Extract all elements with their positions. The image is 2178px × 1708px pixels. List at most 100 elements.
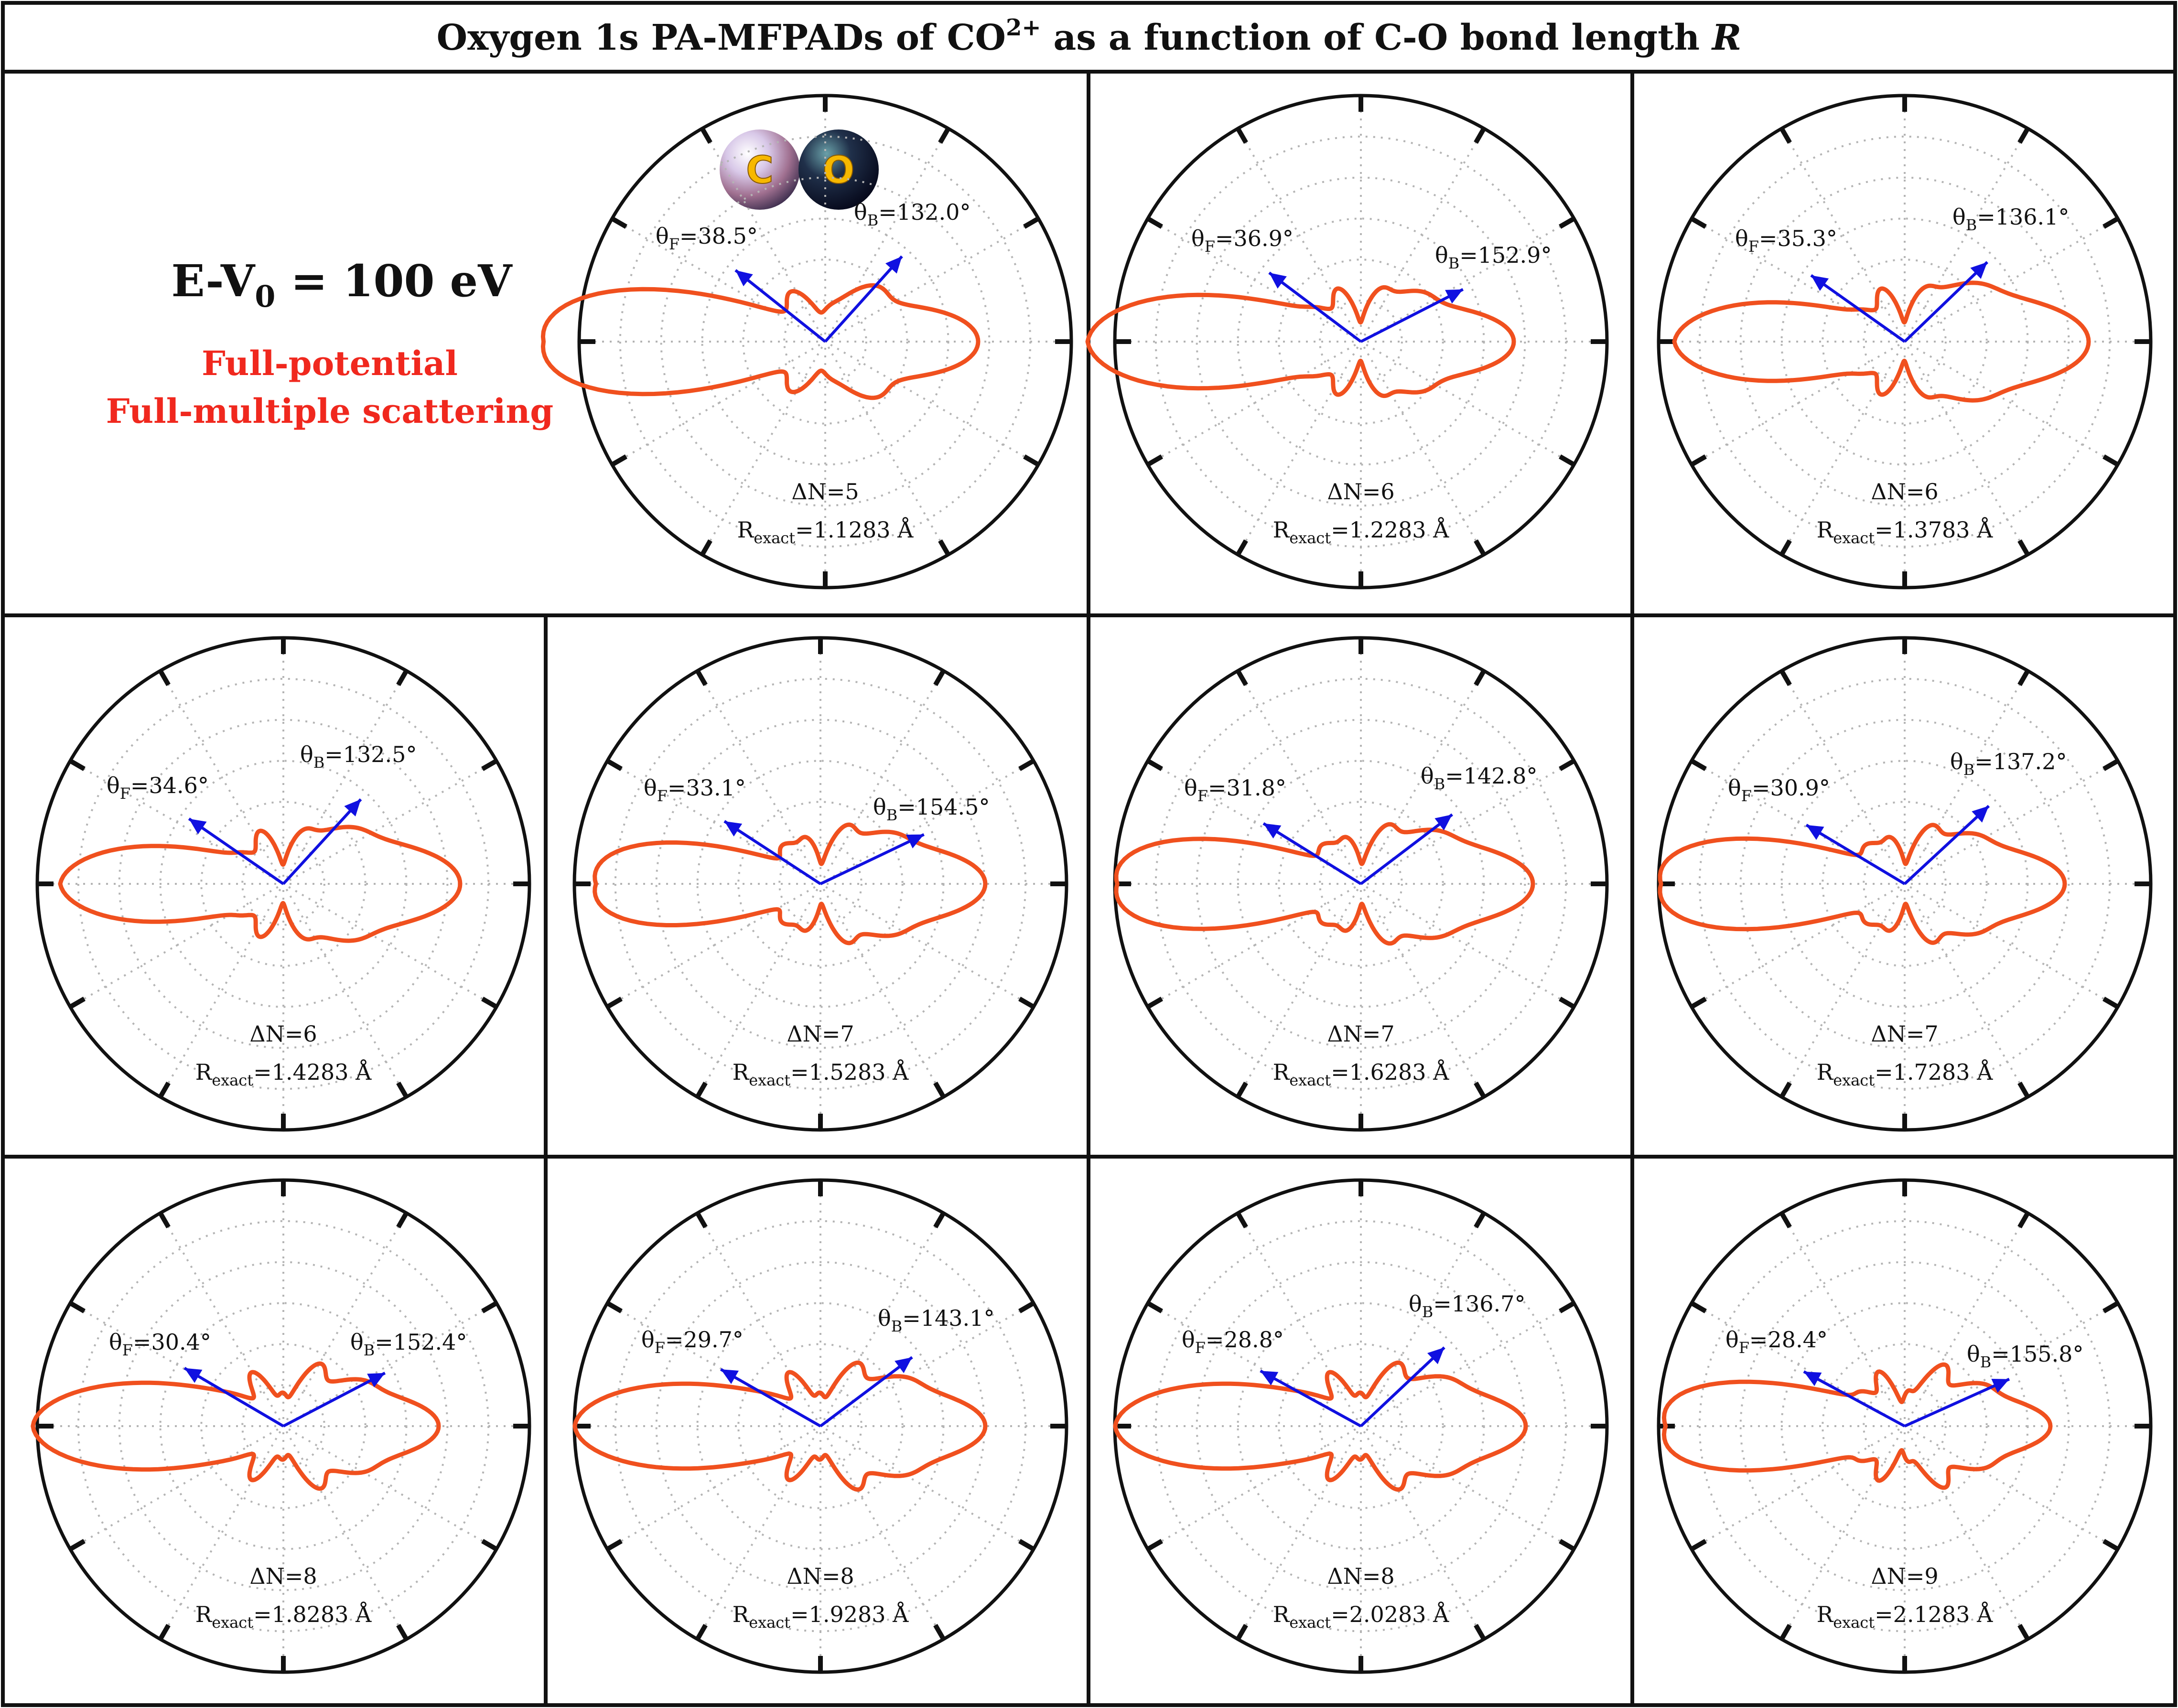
forward-arrowhead bbox=[189, 818, 207, 835]
grid-ring bbox=[701, 217, 949, 466]
forward-arrow bbox=[1803, 1370, 1906, 1428]
polar-tick bbox=[1146, 1539, 1163, 1551]
polar-tick bbox=[1690, 1539, 1707, 1551]
polar-tick bbox=[1474, 669, 1486, 686]
grid-ring bbox=[1319, 842, 1403, 926]
polar-tick bbox=[1474, 1082, 1486, 1098]
polar-plot-5: θF=33.1° θB=154.5° ΔN=7 Rexact=1.5283 Å bbox=[572, 636, 1068, 1132]
grid-ring bbox=[1739, 1261, 2070, 1591]
forward-arrow bbox=[723, 820, 821, 885]
polar-tick bbox=[2017, 1624, 2030, 1641]
mfpad-curve bbox=[1085, 285, 1516, 398]
grid-ring bbox=[1196, 176, 1526, 507]
backward-arrowhead bbox=[1445, 289, 1463, 304]
grid-ring bbox=[159, 1302, 408, 1550]
grid-ring bbox=[778, 842, 863, 926]
r-exact-label: Rexact=1.5283 Å bbox=[733, 1059, 909, 1089]
r-exact-label: Rexact=1.9283 Å bbox=[733, 1601, 909, 1632]
delta-n-label: ΔN=7 bbox=[1871, 1021, 1938, 1047]
backward-arrow bbox=[1359, 1346, 1445, 1428]
polar-plot-6: θF=31.8° θB=142.8° ΔN=7 Rexact=1.6283 Å bbox=[1113, 636, 1609, 1132]
polar-tick bbox=[1236, 1624, 1248, 1641]
polar-plot-9: θF=29.7° θB=143.1° ΔN=8 Rexact=1.9283 Å bbox=[572, 1178, 1068, 1674]
grid-ring bbox=[159, 760, 408, 1008]
mfpad-curve bbox=[1658, 823, 2067, 945]
backward-arrow bbox=[1903, 805, 1990, 885]
polar-tick bbox=[158, 669, 171, 686]
r-exact-label: Rexact=1.7283 Å bbox=[1817, 1059, 1994, 1089]
theta-f-label: θF=31.8° bbox=[1184, 775, 1286, 805]
mfpad-curve bbox=[540, 283, 981, 400]
theta-b-label: θB=155.8° bbox=[1967, 1341, 2083, 1371]
backward-arrowhead bbox=[895, 1357, 912, 1374]
backward-arrowhead bbox=[1434, 814, 1453, 831]
polar-tick bbox=[606, 759, 623, 771]
grid-ring bbox=[783, 300, 867, 384]
backward-arrowhead bbox=[344, 799, 361, 816]
backward-arrowhead bbox=[1427, 1347, 1445, 1364]
forward-arrow bbox=[1810, 274, 1906, 343]
backward-arrow bbox=[1360, 813, 1453, 885]
polar-tick bbox=[396, 669, 409, 686]
grid-ring bbox=[1237, 760, 1485, 1008]
r-exact-label: Rexact=1.3783 Å bbox=[1817, 516, 1994, 547]
polar-tick bbox=[933, 669, 946, 686]
backward-arrowhead bbox=[1972, 806, 1989, 823]
polar-tick bbox=[2103, 759, 2119, 771]
mfpad-curve bbox=[31, 1361, 441, 1491]
backward-arrowhead bbox=[1991, 1378, 2009, 1393]
forward-arrow bbox=[734, 269, 826, 343]
forward-arrow bbox=[1260, 1369, 1362, 1428]
backward-arrow bbox=[282, 798, 362, 885]
polar-tick bbox=[2017, 1082, 2030, 1098]
polar-tick bbox=[396, 1624, 409, 1641]
polar-tick bbox=[1779, 1624, 1792, 1641]
delta-n-label: ΔN=8 bbox=[787, 1563, 854, 1589]
forward-arrow bbox=[720, 1368, 821, 1428]
polar-tick bbox=[933, 1082, 946, 1098]
oxygen-atom-icon bbox=[798, 129, 879, 210]
info-panel: E-V0 = 100 eV Full-potential Full-multip… bbox=[106, 255, 553, 431]
polar-plot-11: θF=28.4° θB=155.8° ΔN=9 Rexact=2.1283 Å bbox=[1657, 1178, 2153, 1674]
grid-ring bbox=[1319, 1384, 1403, 1468]
polar-tick bbox=[69, 1301, 86, 1313]
delta-n-label: ΔN=6 bbox=[1871, 479, 1938, 505]
forward-arrowhead bbox=[1263, 823, 1282, 839]
grid-ring bbox=[1237, 1302, 1485, 1550]
forward-arrow bbox=[188, 817, 284, 885]
polar-plot-10: θF=28.8° θB=136.7° ΔN=8 Rexact=2.0283 Å bbox=[1113, 1178, 1609, 1674]
forward-arrowhead bbox=[1811, 275, 1829, 291]
r-exact-label: Rexact=1.6283 Å bbox=[1273, 1059, 1450, 1089]
polar-tick bbox=[1236, 127, 1248, 144]
polar-tick bbox=[158, 1082, 171, 1098]
polar-tick bbox=[1236, 669, 1248, 686]
polar-tick bbox=[1779, 539, 1792, 556]
polar-tick bbox=[1690, 997, 1707, 1009]
theta-b-label: θB=136.7° bbox=[1409, 1291, 1525, 1321]
polar-tick bbox=[1474, 1624, 1486, 1641]
polar-tick bbox=[1023, 216, 1040, 229]
polar-tick bbox=[611, 216, 627, 229]
theta-b-label: θB=143.1° bbox=[878, 1305, 994, 1335]
polar-tick bbox=[695, 669, 708, 686]
grid-ring bbox=[200, 1343, 367, 1509]
grid-ring bbox=[1319, 300, 1403, 384]
grid-ring bbox=[241, 842, 325, 926]
polar-plot-3: θF=35.3° θB=136.1° ΔN=6 Rexact=1.3783 Å bbox=[1657, 94, 2153, 590]
polar-tick bbox=[1474, 127, 1486, 144]
grid-ring bbox=[1278, 1343, 1444, 1509]
theta-b-label: θB=142.8° bbox=[1421, 763, 1537, 793]
polar-plot-7: θF=30.9° θB=137.2° ΔN=7 Rexact=1.7283 Å bbox=[1657, 636, 2153, 1132]
theta-f-label: θF=35.3° bbox=[1735, 226, 1837, 256]
polar-tick bbox=[158, 1212, 171, 1228]
polar-tick bbox=[2103, 454, 2119, 467]
polar-tick bbox=[695, 1212, 708, 1228]
polar-tick bbox=[481, 997, 498, 1009]
theta-f-label: θF=30.4° bbox=[109, 1329, 211, 1359]
theta-b-label: θB=137.2° bbox=[1950, 749, 2067, 779]
polar-tick bbox=[69, 1539, 86, 1551]
polar-tick bbox=[1559, 997, 1575, 1009]
polar-tick bbox=[481, 1301, 498, 1313]
